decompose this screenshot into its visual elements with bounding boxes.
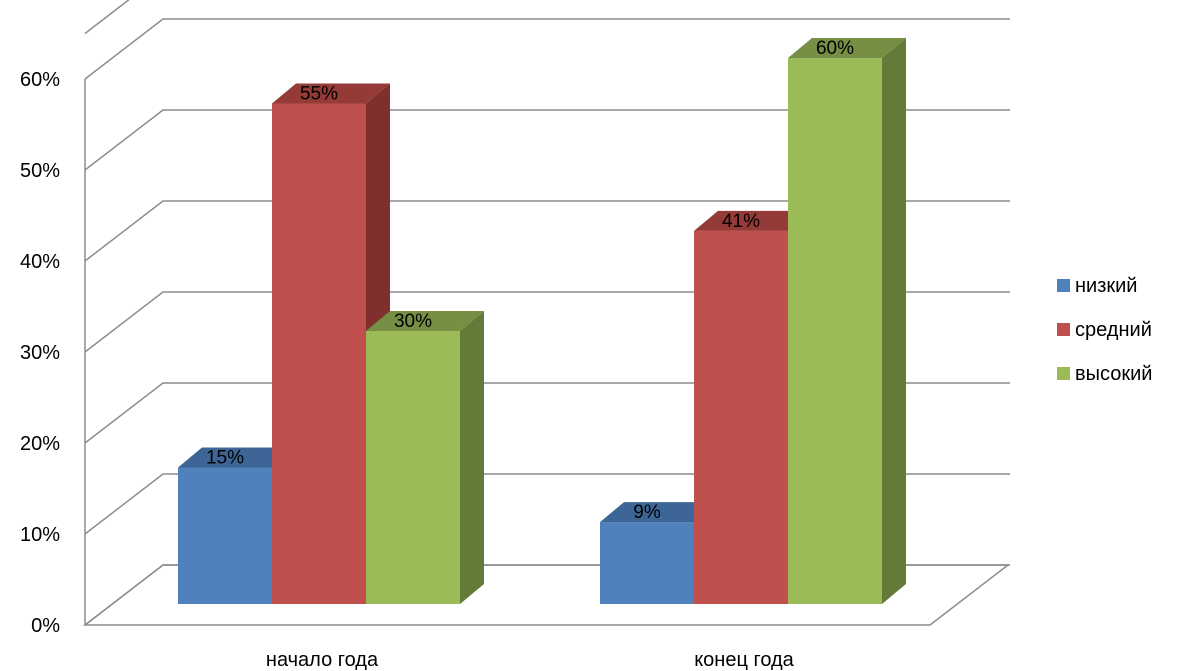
data-label: 9% <box>633 502 661 523</box>
bar-top <box>272 83 390 104</box>
y-tick-label: 60% <box>20 69 60 91</box>
legend-label: высокий <box>1075 363 1152 385</box>
gridlines <box>82 0 1011 626</box>
x-category-label: конец года <box>694 649 794 671</box>
y-tick-label: 50% <box>20 160 60 182</box>
bar-front <box>366 331 460 604</box>
data-label: 41% <box>722 211 760 232</box>
y-tick-label: 30% <box>20 342 60 364</box>
axes: 0% 10% 20% 30% 40% 50% 60% начало года конец год… <box>20 69 795 671</box>
bar-top <box>178 447 296 468</box>
bar-side <box>460 311 484 604</box>
legend-label: низкий <box>1075 275 1137 297</box>
bar-front <box>788 58 882 604</box>
y-tick-label: 10% <box>20 524 60 546</box>
bar-top <box>788 38 906 58</box>
bar <box>788 38 906 604</box>
bar <box>366 311 484 604</box>
bar <box>600 502 718 604</box>
data-label: 55% <box>300 84 338 105</box>
bar-front <box>272 103 366 604</box>
bar-front <box>178 467 272 604</box>
data-label: 15% <box>206 448 244 469</box>
bar-top <box>694 210 812 231</box>
gridline-6 <box>84 18 1010 80</box>
bar-side <box>882 38 906 604</box>
gridline-4 <box>84 200 1010 262</box>
y-tick-label: 40% <box>20 251 60 273</box>
y-tick-label: 0% <box>31 615 60 637</box>
legend-swatch <box>1057 323 1070 336</box>
bar-front <box>694 230 788 604</box>
y-tick-label: 20% <box>20 433 60 455</box>
x-category-label: начало года <box>266 649 379 671</box>
bars <box>178 38 906 604</box>
legend-swatch <box>1057 279 1070 292</box>
legend-swatch <box>1057 367 1070 380</box>
gridline-top-wall <box>84 0 130 35</box>
floor <box>82 564 1011 626</box>
legend-label: средний <box>1075 319 1152 341</box>
bar-top <box>366 311 484 331</box>
data-label: 30% <box>394 311 432 332</box>
legend: низкий средний высокий <box>1057 275 1152 385</box>
bar-top <box>600 502 718 523</box>
data-label: 60% <box>816 38 854 59</box>
gridline-5 <box>84 109 1010 171</box>
data-labels: 15% 55% 30% 9% 41% 60% <box>206 38 854 523</box>
bar-front <box>600 522 694 604</box>
